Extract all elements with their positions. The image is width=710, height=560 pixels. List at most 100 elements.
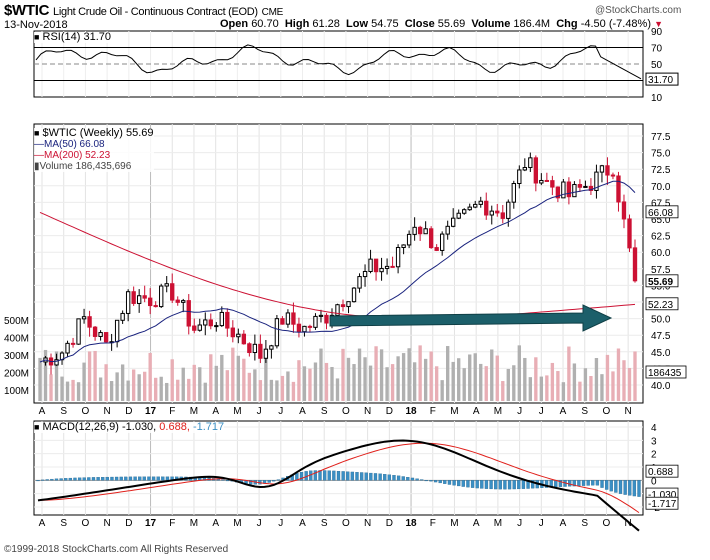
macd-histogram-bar: [147, 476, 151, 481]
macd-histogram-bar: [105, 476, 109, 481]
candle-body: [114, 319, 120, 343]
candle-body: [484, 200, 489, 216]
volume-bar: [506, 368, 510, 401]
volume-bar: [142, 371, 147, 401]
low-label: Low: [346, 18, 369, 30]
candle-body: [401, 244, 406, 248]
close-label: Close: [404, 18, 435, 30]
ma50-swatch-icon: —: [34, 139, 44, 150]
macd-histogram-bar: [313, 470, 318, 481]
macd-histogram-bar: [45, 479, 49, 481]
high-value: 61.28: [312, 18, 340, 30]
volume-bar: [98, 377, 103, 401]
macd-histogram-bar: [355, 472, 359, 481]
volume-bar: [556, 371, 560, 401]
macd-histogram-bar: [623, 480, 627, 495]
volume-bar: [209, 354, 213, 401]
copyright-footer: ©1999-2018 StockCharts.com All Rights Re…: [4, 544, 229, 555]
macd-histogram-bar: [443, 480, 447, 484]
candle-body: [467, 206, 472, 211]
candle-body: [208, 319, 213, 327]
header-instrument-name: Light Crude Oil - Continuous Contract (E…: [53, 6, 258, 18]
candle-body: [522, 167, 527, 171]
candle-body: [335, 304, 340, 316]
volume-bar: [302, 366, 307, 401]
volume-bar: [379, 349, 384, 401]
macd-histogram-bar: [503, 480, 507, 490]
volume-bar: [622, 360, 626, 401]
macd-histogram-bar: [586, 480, 590, 486]
volume-bar: [231, 347, 235, 401]
macd-histogram-bar: [221, 479, 225, 481]
macd-histogram-bar: [457, 480, 461, 487]
candle-body: [506, 201, 511, 219]
volume-bar: [242, 358, 246, 401]
macd-label: MACD(12,26,9): [42, 421, 119, 433]
volume-bar: [341, 348, 345, 401]
volume-bar: [115, 372, 119, 401]
macd-histogram-bar: [110, 476, 114, 481]
volume-bar: [159, 376, 163, 401]
close-value-tag-box: [645, 274, 679, 288]
candle-body: [252, 343, 258, 354]
candle-body: [285, 312, 291, 325]
candle-body: [395, 246, 401, 268]
macd-histogram-bar: [618, 480, 623, 494]
macd-histogram-bar: [410, 477, 415, 481]
gear-icon[interactable]: ■: [34, 422, 40, 432]
macd-histogram-bar: [341, 471, 345, 481]
macd-histogram-bar: [165, 476, 170, 481]
x-axis-label: O: [603, 518, 611, 529]
macd-signal-line: [37, 442, 640, 514]
macd-histogram-bar: [322, 470, 327, 481]
macd-histogram-bar: [577, 480, 581, 487]
price-tick-label: 57.5: [651, 265, 671, 276]
candle-body: [544, 179, 550, 182]
volume-label: Volume: [471, 18, 511, 30]
volume-bar: [528, 377, 533, 401]
candle-body: [98, 332, 103, 337]
volume-bar: [187, 378, 191, 401]
macd-histogram-bar: [637, 480, 641, 497]
volume-bar: [181, 367, 185, 401]
candle-body: [439, 233, 445, 251]
candle-body: [54, 359, 59, 366]
volume-bar: [148, 352, 152, 401]
x-axis-label: 17: [145, 518, 157, 529]
macd-histogram-bar: [87, 477, 91, 481]
candle-body: [175, 299, 180, 303]
candle-body: [456, 212, 461, 219]
volume-bar: [109, 381, 114, 401]
macd-histogram-bar: [433, 480, 438, 483]
volume-value-tag-box: [645, 365, 687, 379]
candle-body: [153, 305, 158, 308]
candle-body: [170, 283, 175, 301]
macd-histogram-bar: [73, 477, 77, 481]
macd-histogram-bar: [142, 476, 146, 481]
candle-body: [517, 169, 522, 185]
macd-signal-tag-box: [645, 464, 679, 478]
x-axis-label: J: [278, 518, 283, 529]
x-axis-label: A: [39, 518, 46, 529]
candle-body: [632, 247, 638, 282]
x-axis-label: J: [257, 518, 262, 529]
volume-bar: [176, 379, 180, 401]
gear-icon[interactable]: ■: [34, 128, 40, 138]
volume-bar: [616, 348, 621, 401]
candle-body: [269, 345, 274, 350]
macd-histogram-bar: [558, 480, 563, 487]
volume-bar: [65, 381, 70, 401]
macd-histogram-bar: [383, 474, 387, 481]
volume-bar: [517, 345, 521, 401]
candle-body: [577, 184, 583, 188]
x-axis-label: M: [494, 518, 502, 529]
volume-tick-label: 300M: [4, 351, 29, 362]
candle-body: [92, 326, 98, 337]
volume-bar: [198, 367, 202, 401]
candle-body: [192, 325, 197, 331]
gear-icon[interactable]: ■: [34, 32, 40, 42]
candle-body: [412, 226, 417, 235]
volume-bar: [170, 359, 174, 401]
macd-histogram-bar: [554, 480, 558, 488]
header-symbol: $WTIC: [4, 2, 50, 19]
